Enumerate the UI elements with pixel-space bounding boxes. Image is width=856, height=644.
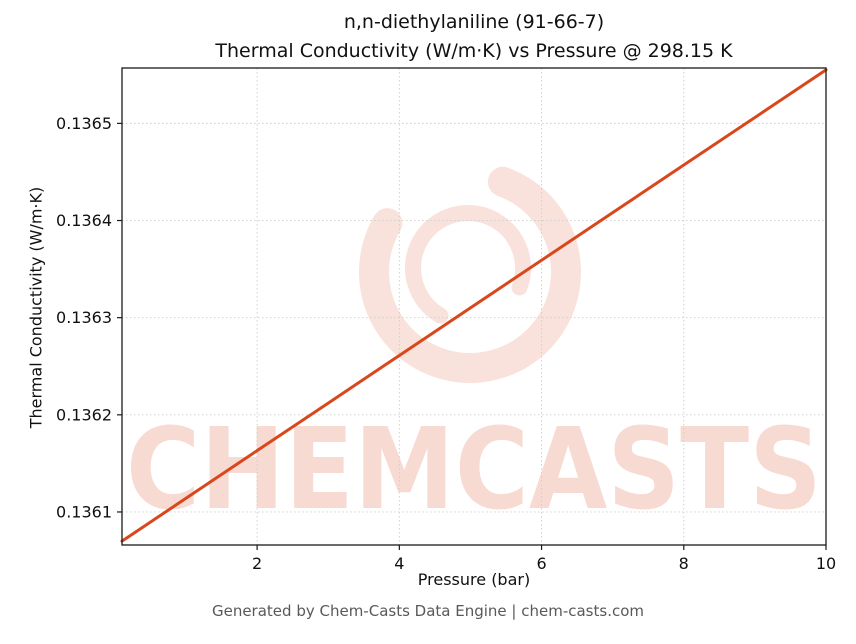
y-tick-label: 0.1361 xyxy=(56,502,112,521)
y-axis-label: Thermal Conductivity (W/m·K) xyxy=(26,186,46,429)
y-tick-label: 0.1362 xyxy=(56,405,112,424)
plot-frame xyxy=(121,67,827,546)
chart-title: n,n-diethylaniline (91-66-7) Thermal Con… xyxy=(122,8,826,65)
chart-title-line2: Thermal Conductivity (W/m·K) vs Pressure… xyxy=(215,39,733,62)
x-tick-label: 6 xyxy=(536,554,546,573)
y-tick-label: 0.1363 xyxy=(56,308,112,327)
x-axis-label: Pressure (bar) xyxy=(417,570,531,589)
y-tick-label: 0.1364 xyxy=(56,211,112,230)
x-tick-label: 8 xyxy=(679,554,689,573)
x-tick-label: 4 xyxy=(394,554,404,573)
watermark-logo-icon xyxy=(359,161,581,383)
chart-title-line1: n,n-diethylaniline (91-66-7) xyxy=(343,11,605,33)
watermark-text: CHEMCASTS xyxy=(126,405,822,535)
x-tick-label: 2 xyxy=(252,554,262,573)
x-tick-label: 10 xyxy=(816,554,836,573)
data-series-line xyxy=(120,68,828,543)
watermark-logo-inner-icon xyxy=(404,205,531,331)
footer-credit: Generated by Chem-Casts Data Engine | ch… xyxy=(211,602,645,620)
y-tick-label: 0.1365 xyxy=(56,114,112,133)
